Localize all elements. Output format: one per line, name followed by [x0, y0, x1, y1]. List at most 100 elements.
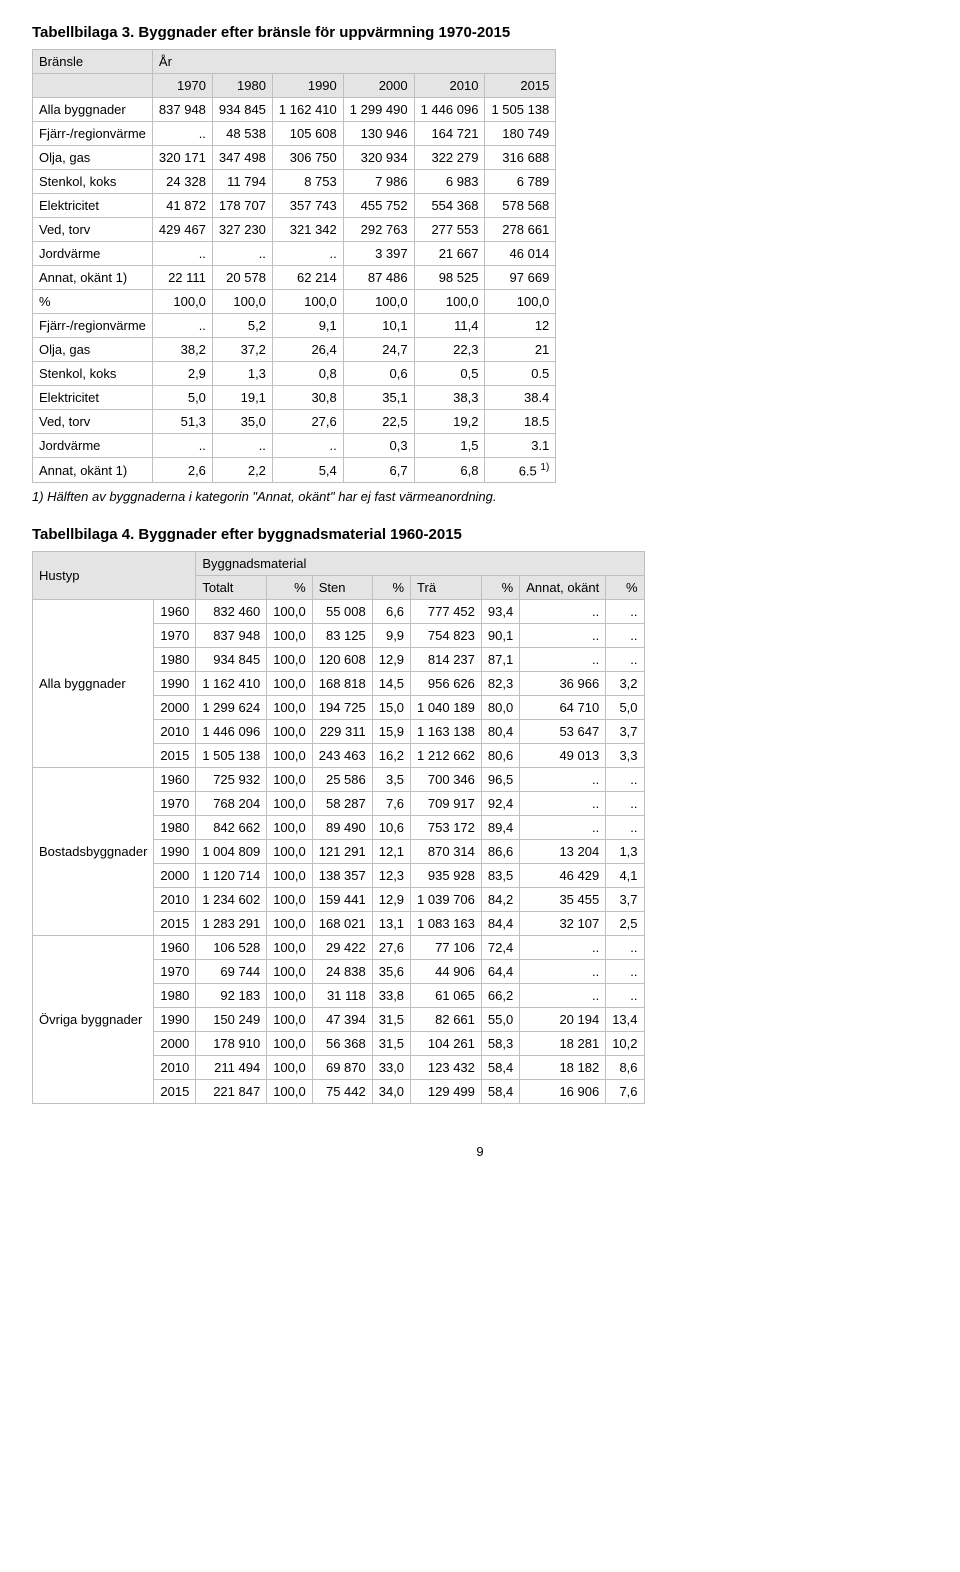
t4-cell: 89 490 — [312, 816, 372, 840]
t3-row-label: Ved, torv — [33, 218, 153, 242]
t3-cell: 48 538 — [212, 122, 272, 146]
t4-cell: 100,0 — [267, 1008, 313, 1032]
t3-row-label: Jordvärme — [33, 242, 153, 266]
t4-cell: 100,0 — [267, 696, 313, 720]
t4-cell: 93,4 — [481, 600, 519, 624]
t3-cell: 0.5 — [485, 362, 556, 386]
t3-row-label: Olja, gas — [33, 338, 153, 362]
t4-cell: .. — [606, 792, 644, 816]
t3-cell: 18.5 — [485, 410, 556, 434]
t4-cell: 100,0 — [267, 672, 313, 696]
t3-cell: 20 578 — [212, 266, 272, 290]
t4-cell: 837 948 — [196, 624, 267, 648]
t3-cell: 347 498 — [212, 146, 272, 170]
t3-row-label: Fjärr-/regionvärme — [33, 122, 153, 146]
t3-cell: 11,4 — [414, 314, 485, 338]
t4-cell: 55,0 — [481, 1008, 519, 1032]
t4-cell: 754 823 — [411, 624, 482, 648]
t4-subhead: Annat, okänt — [520, 576, 606, 600]
t4-cell: 709 917 — [411, 792, 482, 816]
t4-cell: 56 368 — [312, 1032, 372, 1056]
t3-cell: .. — [272, 242, 343, 266]
t4-cell: 87,1 — [481, 648, 519, 672]
t3-cell: 87 486 — [343, 266, 414, 290]
t3-cell: 277 553 — [414, 218, 485, 242]
t4-cell: 33,0 — [372, 1056, 410, 1080]
t4-cell: .. — [520, 936, 606, 960]
t3-cell: 306 750 — [272, 146, 343, 170]
t4-cell: 100,0 — [267, 1056, 313, 1080]
t4-cell: 75 442 — [312, 1080, 372, 1104]
t3-cell: 51,3 — [152, 410, 212, 434]
t3-cell: 100,0 — [152, 290, 212, 314]
t4-cell: 100,0 — [267, 960, 313, 984]
t4-cell: 35,6 — [372, 960, 410, 984]
t4-cell: 1 039 706 — [411, 888, 482, 912]
t4-cell: 1 505 138 — [196, 744, 267, 768]
t4-cell: .. — [520, 792, 606, 816]
t4-cell: .. — [606, 984, 644, 1008]
t4-cell: 36 966 — [520, 672, 606, 696]
t4-cell: 1 083 163 — [411, 912, 482, 936]
t4-cell: 168 818 — [312, 672, 372, 696]
t4-cell: 69 870 — [312, 1056, 372, 1080]
t3-row-label: Annat, okänt 1) — [33, 458, 153, 483]
t3-row-label: Stenkol, koks — [33, 170, 153, 194]
t4-year: 1960 — [154, 600, 196, 624]
t4-cell: 129 499 — [411, 1080, 482, 1104]
t4-cell: 10,2 — [606, 1032, 644, 1056]
t4-cell: .. — [606, 648, 644, 672]
t3-cell: 0,5 — [414, 362, 485, 386]
t3-year-2000: 2000 — [343, 74, 414, 98]
t3-cell: 22,5 — [343, 410, 414, 434]
t4-cell: 725 932 — [196, 768, 267, 792]
t3-cell: 934 845 — [212, 98, 272, 122]
t4-cell: 870 314 — [411, 840, 482, 864]
t3-row-label: Elektricitet — [33, 194, 153, 218]
t4-cell: 18 281 — [520, 1032, 606, 1056]
t4-subhead: Sten — [312, 576, 372, 600]
t4-year: 1960 — [154, 936, 196, 960]
t3-row-label: Stenkol, koks — [33, 362, 153, 386]
t3-row-label: % — [33, 290, 153, 314]
t3-cell: 5,2 — [212, 314, 272, 338]
t4-cell: 100,0 — [267, 744, 313, 768]
t3-cell: 6.5 1) — [485, 458, 556, 483]
t3-cell: 180 749 — [485, 122, 556, 146]
t4-corner-hustyp: Hustyp — [33, 552, 196, 600]
t3-cell: 6 789 — [485, 170, 556, 194]
t4-year: 2010 — [154, 720, 196, 744]
t4-year: 2000 — [154, 864, 196, 888]
t3-cell: 27,6 — [272, 410, 343, 434]
t3-cell: 322 279 — [414, 146, 485, 170]
t4-cell: 2,5 — [606, 912, 644, 936]
t4-cell: 100,0 — [267, 792, 313, 816]
t4-cell: 16,2 — [372, 744, 410, 768]
t3-cell: 21 — [485, 338, 556, 362]
t4-material-header: Byggnadsmaterial — [196, 552, 644, 576]
t4-year: 1990 — [154, 840, 196, 864]
t4-cell: 100,0 — [267, 984, 313, 1008]
t3-cell: 38,3 — [414, 386, 485, 410]
t3-cell: 41 872 — [152, 194, 212, 218]
t4-subhead: % — [606, 576, 644, 600]
t3-cell: 6,8 — [414, 458, 485, 483]
t3-cell: 98 525 — [414, 266, 485, 290]
t4-cell: 86,6 — [481, 840, 519, 864]
t4-year: 1970 — [154, 960, 196, 984]
t3-cell: 24 328 — [152, 170, 212, 194]
t3-cell: 100,0 — [343, 290, 414, 314]
t4-cell: 33,8 — [372, 984, 410, 1008]
t3-cell: 105 608 — [272, 122, 343, 146]
t3-cell: 24,7 — [343, 338, 414, 362]
t3-cell: 62 214 — [272, 266, 343, 290]
t3-cell: 321 342 — [272, 218, 343, 242]
t4-year: 2000 — [154, 696, 196, 720]
t4-cell: 138 357 — [312, 864, 372, 888]
t4-cell: 12,9 — [372, 648, 410, 672]
t3-cell: 3 397 — [343, 242, 414, 266]
t4-cell: .. — [520, 816, 606, 840]
t3-cell: .. — [272, 434, 343, 458]
t4-cell: 123 432 — [411, 1056, 482, 1080]
t3-cell: .. — [212, 242, 272, 266]
